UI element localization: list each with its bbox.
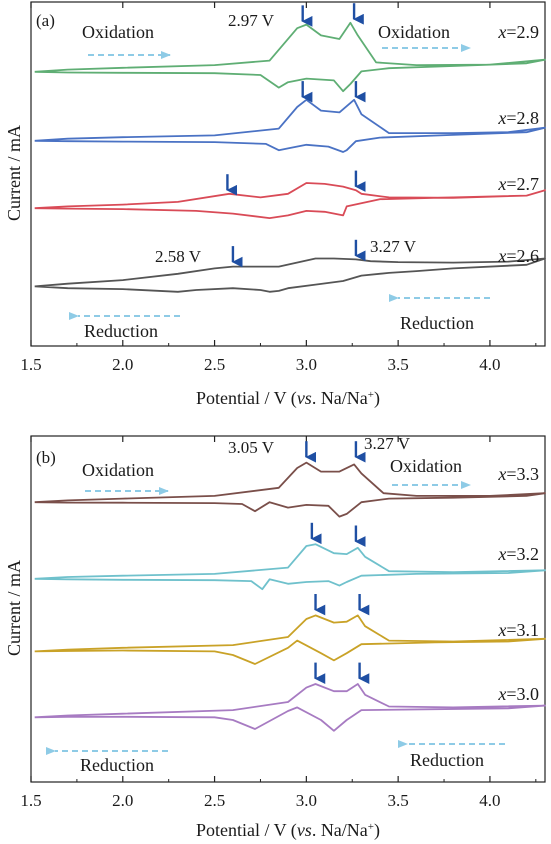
series-label: x=2.8 — [497, 108, 539, 128]
panel-b-peak-label-3.05: 3.05 V — [228, 438, 275, 457]
x-tick-label: 2.0 — [112, 791, 133, 810]
x-tick-label: 2.5 — [204, 355, 225, 374]
panel-b: (b) 1.5 2.0 2.5 3.0 3.5 4.0 x=3.3x=3.2x=3.1x=… — [4, 434, 546, 841]
cv-curve-x-3.3 — [34, 461, 546, 518]
panel-a-peak-label-3.27: 3.27 V — [370, 237, 417, 256]
panel-b-curves — [34, 461, 546, 732]
panel-b-reduction-left: Reduction — [80, 755, 154, 775]
panel-a-peak-label-2.58: 2.58 V — [155, 247, 202, 266]
panel-b-peak-arrows — [305, 441, 370, 684]
panel-a-peak-arrows — [226, 3, 366, 268]
panel-a-peak-label-2.97: 2.97 V — [228, 11, 275, 30]
panel-b-label: (b) — [36, 448, 56, 467]
series-label: x=3.1 — [497, 620, 539, 640]
series-label: x=3.2 — [497, 544, 539, 564]
x-tick-label: 1.5 — [20, 355, 41, 374]
x-tick-label: 3.5 — [388, 791, 409, 810]
x-tick-label: 3.0 — [296, 791, 317, 810]
panel-a-frame — [30, 1, 546, 347]
x-tick-label: 2.5 — [204, 791, 225, 810]
series-label: x=3.3 — [497, 464, 539, 484]
series-label: x=2.6 — [497, 246, 539, 266]
cv-curve-x-3.0 — [34, 683, 546, 732]
panel-a-oxidation-right: Oxidation — [378, 22, 450, 42]
panel-a: (a) 1.5 2.0 2.5 3.0 3.5 4.0 x=2.9x=2.8x=2.7x=… — [4, 1, 546, 409]
panel-a-curves — [34, 21, 546, 293]
series-label: x=2.9 — [497, 22, 539, 42]
panel-a-oxidation-left: Oxidation — [82, 22, 154, 42]
cv-curve-x-2.9 — [34, 21, 546, 93]
panel-a-x-axis-label: Potential / V (vs. Na/Na+) — [196, 388, 380, 409]
series-label: x=3.0 — [497, 684, 539, 704]
panel-b-oxidation-left: Oxidation — [82, 460, 154, 480]
cv-curve-x-3.1 — [34, 614, 546, 665]
panel-b-oxidation-right: Oxidation — [390, 456, 462, 476]
x-tick-label: 4.0 — [479, 791, 500, 810]
panel-b-reduction-right: Reduction — [410, 750, 484, 770]
cv-curve-x-2.6 — [34, 257, 546, 293]
panel-b-y-axis-label: Current / mA — [4, 560, 24, 656]
panel-b-x-axis-label: Potential / V (vs. Na/Na+) — [196, 820, 380, 841]
panel-b-peak-label-3.27: 3.27 V — [364, 434, 411, 453]
x-tick-label: 3.0 — [296, 355, 317, 374]
x-tick-label: 4.0 — [479, 355, 500, 374]
panel-a-reduction-left: Reduction — [84, 321, 158, 341]
cv-curve-x-2.8 — [34, 98, 546, 153]
x-tick-label: 1.5 — [20, 791, 41, 810]
x-tick-label: 3.5 — [388, 355, 409, 374]
series-label: x=2.7 — [497, 174, 539, 194]
panel-a-x-ticks: 1.5 2.0 2.5 3.0 3.5 4.0 — [20, 2, 537, 374]
panel-a-series-labels: x=2.9 x=2.8 x=2.7 x=2.6 — [497, 22, 539, 266]
panel-b-series-labels: x=3.3 x=3.2 x=3.1 x=3.0 — [497, 464, 539, 704]
x-tick-label: 2.0 — [112, 355, 133, 374]
panel-b-frame — [30, 435, 546, 783]
panel-a-reduction-right: Reduction — [400, 313, 474, 333]
cv-curve-x-2.7 — [34, 182, 546, 219]
panel-b-x-ticks: 1.5 2.0 2.5 3.0 3.5 4.0 — [20, 436, 537, 810]
panel-a-y-axis-label: Current / mA — [4, 125, 24, 221]
cv-curve-x-3.2 — [34, 543, 546, 591]
panel-a-label: (a) — [36, 11, 55, 30]
